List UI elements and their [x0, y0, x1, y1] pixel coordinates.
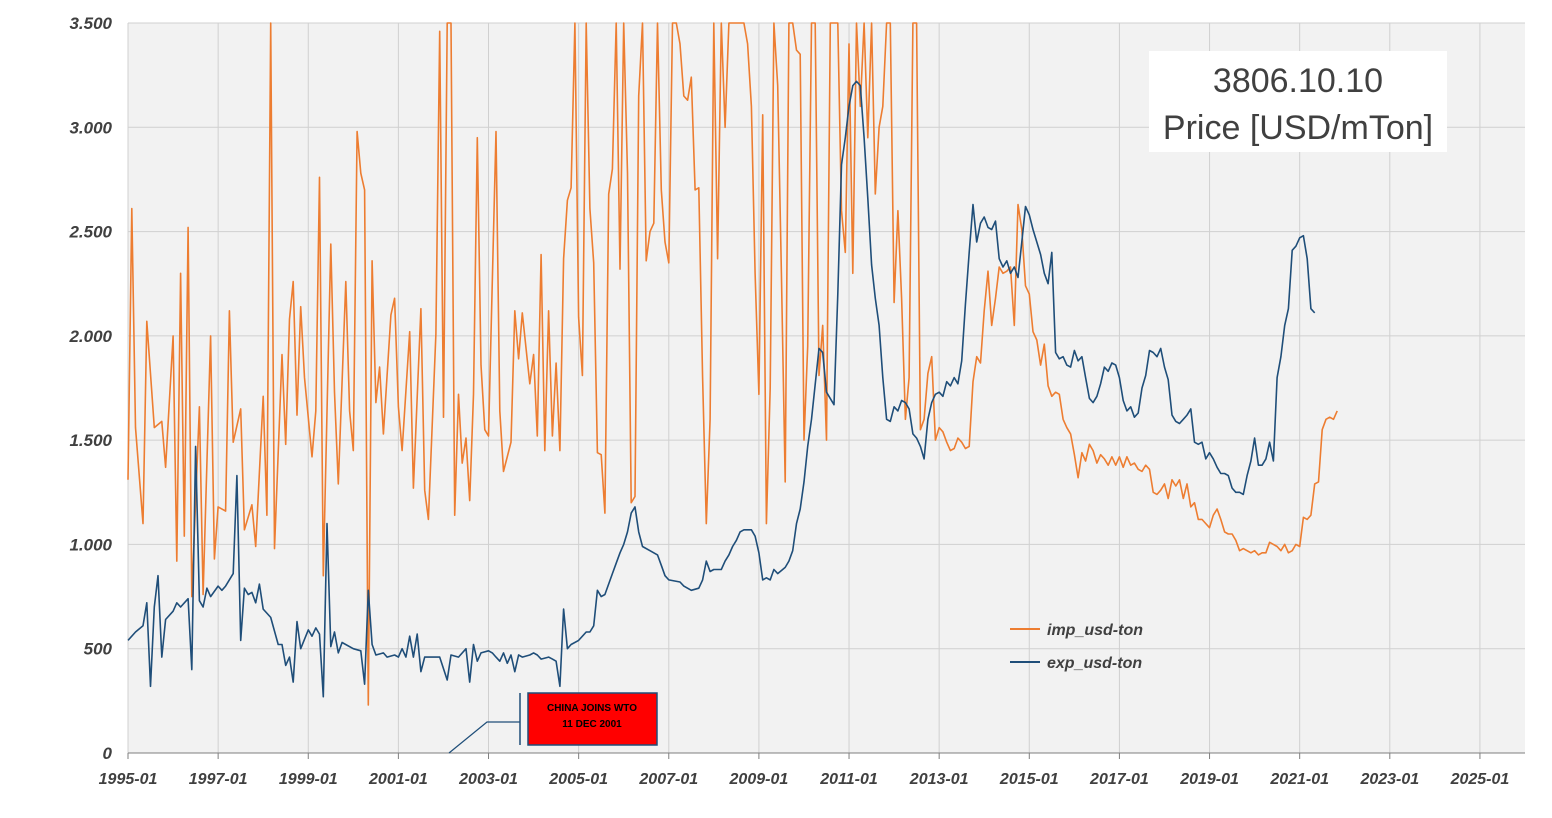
annotation-box [527, 692, 658, 746]
chart-title-line-2: Price [USD/mTon] [1163, 109, 1433, 147]
chart-title-line-1: 3806.10.10 [1213, 62, 1383, 100]
annotation-leader-line [448, 721, 520, 754]
x-tick-label: 2005-01 [548, 771, 608, 788]
x-tick-label: 2003-01 [458, 771, 518, 788]
y-tick-label: 0 [103, 744, 113, 763]
y-tick-label: 3.500 [69, 14, 112, 33]
y-tick-label: 1.500 [69, 431, 112, 450]
x-tick-label: 1999-01 [279, 771, 338, 788]
series-line-exp [127, 80, 1316, 698]
x-tick-label: 2009-01 [729, 771, 789, 788]
legend-label-imp: imp_usd-ton [1047, 622, 1143, 639]
x-tick-label: 2001-01 [368, 771, 428, 788]
x-tick-label: 2017-01 [1089, 771, 1149, 788]
series-lines [127, 22, 1338, 706]
x-tick-label: 2013-01 [909, 771, 969, 788]
x-tick-label: 2015-01 [999, 771, 1059, 788]
annotation: CHINA JOINS WTO 11 DEC 2001 [448, 692, 658, 754]
legend-label-exp: exp_usd-ton [1047, 655, 1142, 672]
legend: imp_usd-ton exp_usd-ton [1010, 622, 1143, 672]
y-tick-label: 2.500 [68, 223, 112, 242]
x-tick-label: 1997-01 [189, 771, 248, 788]
x-tick-label: 2011-01 [819, 771, 878, 788]
y-axis-ticks: 0 500 1.000 1.500 2.000 2.500 3.000 3.500 [68, 14, 112, 763]
y-tick-label: 3.000 [69, 118, 112, 137]
series-line-imp [127, 22, 1338, 706]
x-tick-label: 2019-01 [1179, 771, 1239, 788]
x-tick-label: 2023-01 [1359, 771, 1419, 788]
x-tick-label: 1995-01 [99, 771, 158, 788]
annotation-line-1: CHINA JOINS WTO [547, 703, 637, 714]
x-tick-label: 2007-01 [638, 771, 698, 788]
annotation-line-2: 11 DEC 2001 [562, 719, 622, 730]
x-tick-label: 2021-01 [1269, 771, 1329, 788]
chart-title: 3806.10.10 Price [USD/mTon] [1149, 51, 1447, 152]
y-tick-label: 500 [84, 640, 113, 659]
x-tick-label: 2025-01 [1450, 771, 1510, 788]
y-tick-label: 1.000 [69, 535, 112, 554]
chart-title-box [1149, 51, 1447, 152]
x-axis-ticks: 1995-01 1997-01 1999-01 2001-01 2003-01 2005-… [99, 752, 1525, 788]
y-tick-label: 2.000 [68, 327, 112, 346]
